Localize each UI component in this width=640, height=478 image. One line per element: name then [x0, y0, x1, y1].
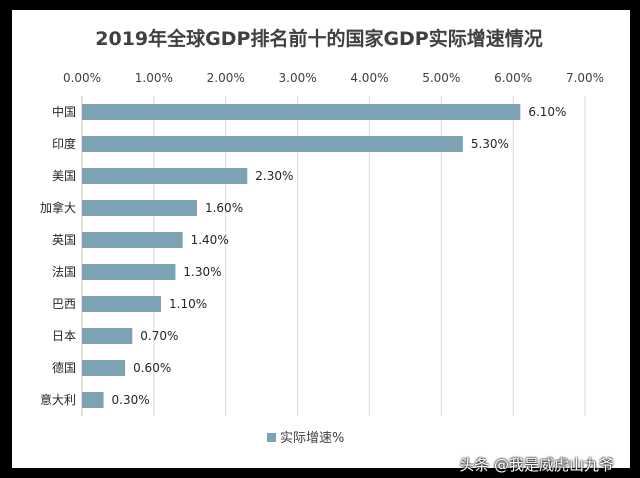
data-label: 0.70% — [140, 329, 178, 343]
bar — [82, 104, 521, 120]
x-tick-label: 1.00% — [135, 71, 173, 85]
category-label: 中国 — [52, 104, 76, 119]
category-label: 美国 — [52, 169, 76, 183]
gdp-growth-bar-chart: 2019年全球GDP排名前十的国家GDP实际增速情况 0.00% 1.00% 2.0… — [40, 27, 604, 446]
category-label: 意大利 — [40, 392, 76, 407]
watermark: 头条 @我是威虎山九爷 — [459, 456, 614, 474]
data-label: 1.30% — [183, 265, 221, 279]
bar — [82, 392, 104, 408]
category-label: 巴西 — [52, 297, 76, 311]
legend: 实际增速% — [267, 431, 344, 446]
bar — [82, 296, 162, 312]
x-tick-label: 7.00% — [566, 71, 604, 85]
data-label: 6.10% — [528, 105, 566, 119]
data-label: 2.30% — [255, 169, 293, 183]
bar — [82, 136, 463, 152]
category-label: 加拿大 — [40, 200, 76, 215]
x-tick-label: 5.00% — [422, 71, 460, 85]
chart-title: 2019年全球GDP排名前十的国家GDP实际增速情况 — [95, 27, 542, 50]
data-label: 1.10% — [169, 297, 207, 311]
category-label: 英国 — [52, 233, 76, 247]
x-tick-label: 0.00% — [63, 71, 101, 85]
legend-label: 实际增速% — [280, 431, 344, 446]
data-label: 0.30% — [112, 393, 150, 407]
bars — [82, 104, 521, 408]
x-tick-label: 4.00% — [350, 71, 388, 85]
bar — [82, 168, 248, 184]
x-tick-label: 2.00% — [207, 71, 245, 85]
data-label: 1.40% — [191, 233, 229, 247]
x-axis-ticks: 0.00% 1.00% 2.00% 3.00% 4.00% 5.00% 6.00% 7.00% — [63, 71, 604, 85]
category-label: 印度 — [52, 136, 76, 151]
data-label: 1.60% — [205, 201, 243, 215]
chart-frame: 2019年全球GDP排名前十的国家GDP实际增速情况 0.00% 1.00% 2.0… — [12, 10, 630, 474]
data-label: 5.30% — [471, 137, 509, 151]
x-tick-label: 3.00% — [279, 71, 317, 85]
bar — [82, 232, 183, 248]
data-labels: 6.10% 5.30% 2.30% 1.60% 1.40% 1.30% 1.10% 0.70%… — [112, 105, 567, 407]
category-label: 日本 — [52, 329, 76, 343]
bar — [82, 360, 126, 376]
legend-swatch — [267, 433, 276, 442]
bar — [82, 264, 176, 280]
data-label: 0.60% — [133, 361, 171, 375]
category-label: 德国 — [52, 360, 76, 375]
category-label: 法国 — [52, 265, 76, 279]
x-tick-label: 6.00% — [494, 71, 532, 85]
bar — [82, 328, 133, 344]
bar — [82, 200, 197, 216]
